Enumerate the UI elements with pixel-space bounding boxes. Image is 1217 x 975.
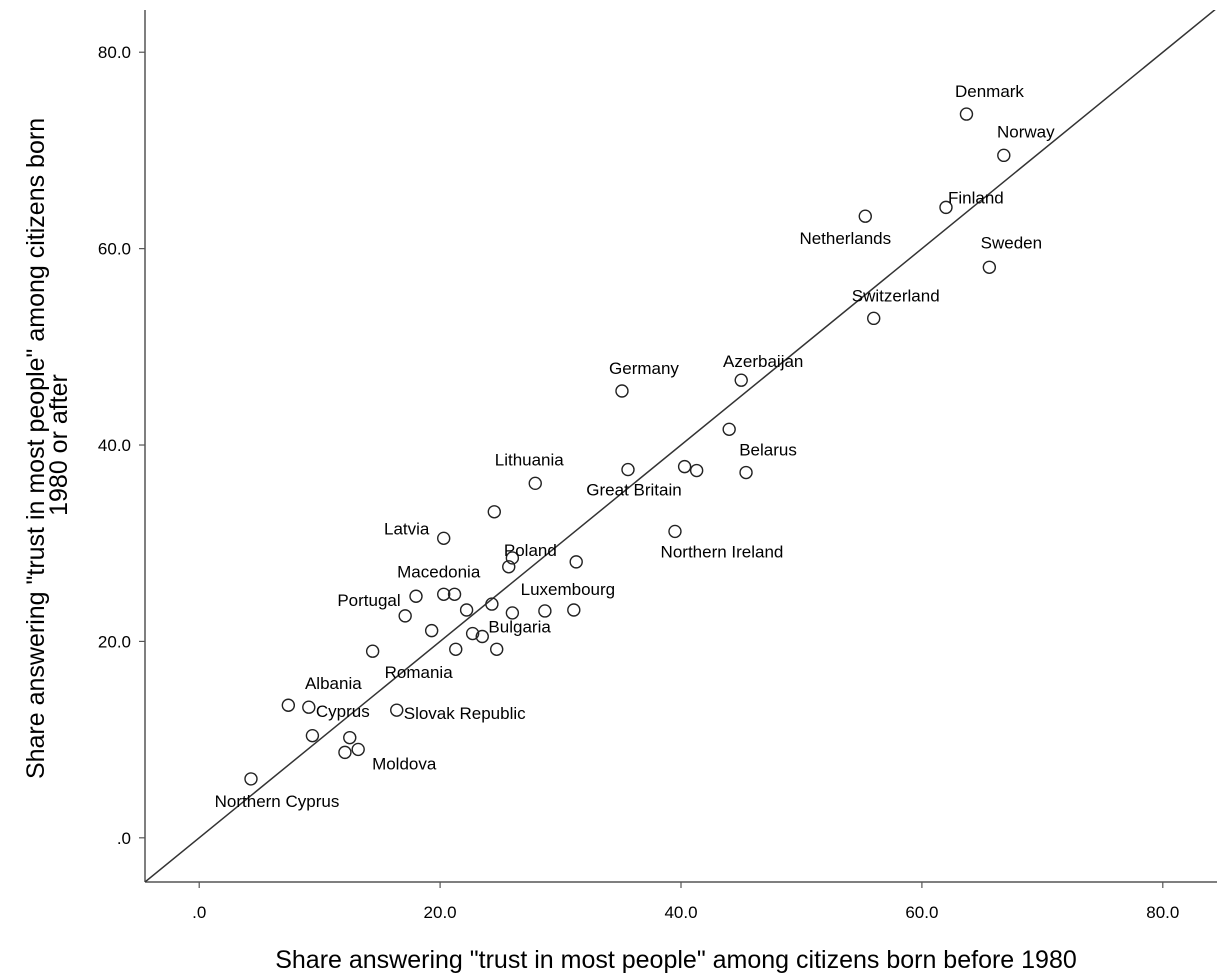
point-label: Romania: [385, 663, 454, 682]
data-point: [390, 703, 404, 717]
data-point: [351, 742, 365, 757]
data-point: [538, 604, 552, 618]
point-label: Switzerland: [852, 286, 940, 305]
data-point: [302, 700, 316, 714]
data-point: [485, 597, 499, 611]
point-label: Sweden: [981, 233, 1042, 252]
data-point: [338, 745, 352, 760]
x-tick-label: .0: [192, 903, 206, 922]
data-point: [437, 531, 451, 546]
data-point: [475, 629, 489, 644]
point-label: Belarus: [739, 441, 797, 460]
data-point: [343, 730, 357, 745]
data-point: [722, 422, 736, 437]
point-label: Lithuania: [495, 450, 565, 469]
x-tick-label: 80.0: [1146, 903, 1179, 922]
point-label: Latvia: [384, 519, 430, 538]
point-label: Germany: [609, 359, 679, 378]
data-point: [997, 148, 1011, 163]
point-label: Denmark: [955, 82, 1024, 101]
y-tick-label: 20.0: [98, 632, 131, 651]
x-axis-title: Share answering "trust in most people" a…: [275, 946, 1077, 974]
data-point: [569, 555, 583, 569]
data-point: [621, 462, 635, 477]
data-point: [528, 476, 542, 491]
point-label: Moldova: [372, 754, 437, 773]
data-point: [734, 373, 748, 387]
point-label: Luxembourg: [521, 580, 616, 599]
y-axis-title-line-2: 1980 or after: [45, 374, 73, 516]
x-tick-label: 40.0: [664, 903, 697, 922]
identity-reference-line: [145, 10, 1216, 882]
point-label: Netherlands: [799, 229, 891, 248]
data-point: [982, 260, 997, 274]
data-point: [867, 311, 881, 326]
point-label: Macedonia: [397, 562, 481, 581]
data-point: [459, 603, 474, 617]
point-label: Finland: [948, 188, 1004, 207]
data-point: [677, 459, 692, 474]
data-point: [424, 623, 439, 638]
y-tick-label: 80.0: [98, 43, 131, 62]
y-tick-label: .0: [117, 829, 131, 848]
data-point: [505, 551, 520, 565]
data-point: [449, 642, 463, 656]
point-label: Albania: [305, 674, 362, 693]
data-point: [409, 589, 423, 603]
data-point: [615, 384, 629, 398]
point-labels: Denmark Norway Finland Netherlands Sweden Swi…: [215, 82, 1055, 811]
y-axis-title-line-1: Share answering "trust in most people" a…: [22, 118, 50, 779]
data-point: [244, 772, 258, 786]
data-point: [490, 642, 504, 656]
data-point: [668, 524, 682, 539]
point-label: Poland: [504, 541, 557, 560]
point-label: Slovak Republic: [404, 704, 526, 723]
data-point: [739, 465, 753, 480]
data-point: [505, 606, 520, 620]
point-label: Northern Ireland: [661, 542, 784, 561]
data-point: [487, 505, 502, 519]
data-point: [398, 609, 412, 623]
axes: .0 20.0 40.0 60.0 80.0 .0 20.0 40.0 60.0 80.0: [98, 10, 1217, 922]
point-label: Norway: [997, 122, 1055, 141]
x-tick-label: 20.0: [424, 903, 457, 922]
data-point: [447, 587, 462, 601]
data-point: [858, 209, 872, 223]
data-point: [502, 560, 516, 574]
data-points: [244, 107, 1011, 786]
data-point: [365, 644, 380, 658]
data-point: [567, 603, 581, 617]
point-label: Portugal: [337, 591, 400, 610]
point-label: Northern Cyprus: [215, 792, 340, 811]
data-point: [939, 200, 953, 215]
y-tick-label: 40.0: [98, 436, 131, 455]
data-point: [437, 587, 451, 601]
reference-line-y-equals-x: [145, 10, 1216, 882]
data-point: [281, 698, 296, 712]
point-label: Bulgaria: [488, 618, 551, 637]
point-label: Azerbaijan: [723, 352, 803, 371]
data-point: [689, 463, 704, 478]
data-point: [959, 107, 974, 121]
y-tick-label: 60.0: [98, 240, 131, 259]
x-tick-label: 60.0: [905, 903, 938, 922]
y-axis-title: Share answering "trust in most people" a…: [22, 111, 73, 779]
data-point: [305, 728, 320, 743]
data-point: [465, 626, 480, 641]
point-label: Cyprus: [316, 702, 370, 721]
point-label: Great Britain: [586, 481, 681, 500]
